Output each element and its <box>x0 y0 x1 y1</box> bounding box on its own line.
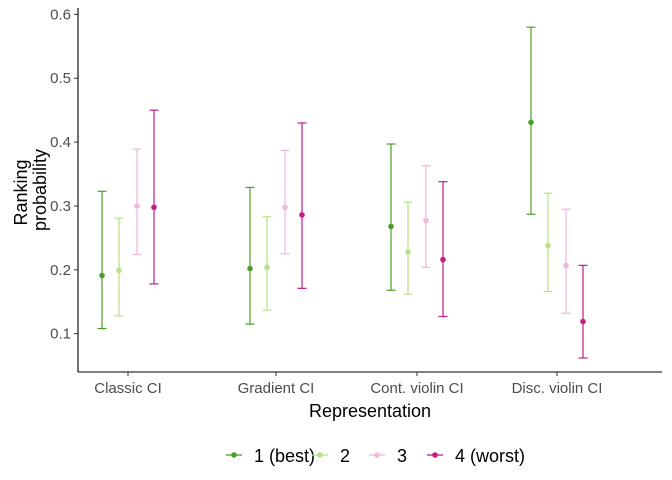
series-3 <box>132 148 571 314</box>
data-point <box>116 267 122 274</box>
legend-point <box>317 452 323 458</box>
y-tick-label: 0.2 <box>50 262 71 279</box>
data-point <box>423 217 429 224</box>
x-tick-label: Classic CI <box>94 380 162 397</box>
y-tick-label: 0.3 <box>50 198 71 215</box>
y-tick-label: 0.5 <box>50 70 71 87</box>
y-tick-label: 0.6 <box>50 6 71 23</box>
legend-label: 4 (worst) <box>455 446 525 466</box>
data-point <box>563 262 569 269</box>
legend: 1 (best) 2 3 4 (worst) <box>226 446 525 466</box>
legend-item-2: 2 <box>312 446 350 466</box>
data-point <box>134 203 140 209</box>
data-point <box>247 265 253 272</box>
y-tick-label: 0.1 <box>50 326 71 343</box>
data-point <box>545 242 551 249</box>
plot-marks <box>97 26 588 359</box>
legend-item-1: 1 (best) <box>226 446 315 466</box>
series-1 <box>97 26 536 330</box>
y-axis-title-line-1: Ranking <box>11 159 31 225</box>
legend-point <box>432 452 438 458</box>
data-point <box>580 318 586 325</box>
y-tick-label: 0.4 <box>50 134 71 151</box>
data-point <box>440 256 446 263</box>
y-axis-title-line-2: probability <box>30 149 50 231</box>
legend-point <box>231 452 237 458</box>
axes: 0.1 0.2 0.3 0.4 0.5 0.6 Classic CI Gradient CI C… <box>50 6 662 397</box>
legend-item-3: 3 <box>369 446 407 466</box>
data-point <box>405 249 411 255</box>
series-2 <box>114 192 553 317</box>
x-axis-title: Representation <box>309 401 431 421</box>
legend-label: 2 <box>340 446 350 466</box>
data-point <box>282 204 288 211</box>
legend-label: 1 (best) <box>254 446 315 466</box>
series-4 <box>149 109 588 359</box>
data-point <box>264 264 270 271</box>
x-tick-label: Disc. violin CI <box>512 380 603 397</box>
data-point <box>99 272 105 279</box>
data-point <box>528 119 534 126</box>
data-point <box>299 212 305 218</box>
legend-item-4: 4 (worst) <box>427 446 525 466</box>
data-point <box>388 223 394 230</box>
y-axis-title: Ranking probability <box>11 149 50 231</box>
data-point <box>151 204 157 211</box>
x-tick-label: Gradient CI <box>238 380 315 397</box>
x-tick-label: Cont. violin CI <box>370 380 463 397</box>
legend-label: 3 <box>397 446 407 466</box>
legend-point <box>374 452 380 458</box>
